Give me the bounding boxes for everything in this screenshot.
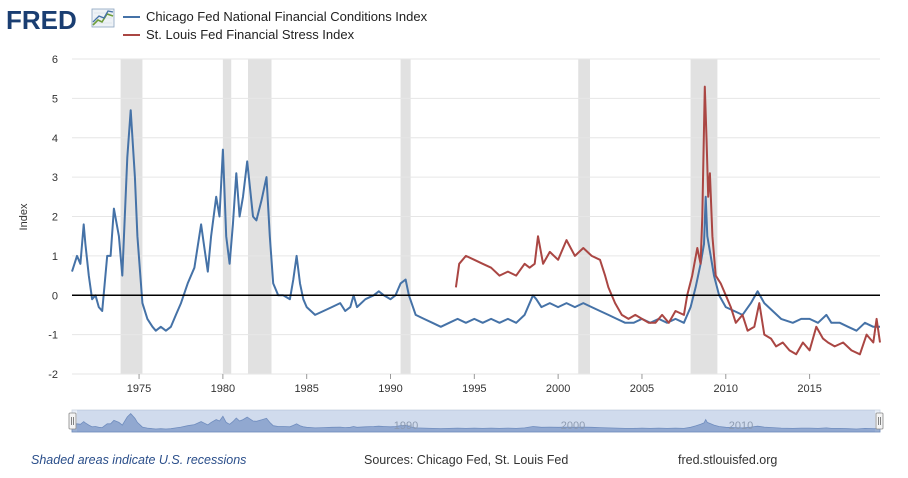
navigator-tick-2010: 2010 <box>729 420 753 432</box>
navigator-tick-1990: 1990 <box>394 420 418 432</box>
fred-logo-text: FRED <box>6 5 77 35</box>
y-tick-label-0: 0 <box>52 290 58 302</box>
y-tick-label-4: 4 <box>52 133 58 145</box>
gridlines <box>72 58 880 375</box>
y-tick-label-2: 2 <box>52 212 58 224</box>
series-lines <box>71 85 881 356</box>
legend-label-cfnfci: Chicago Fed National Financial Condition… <box>146 9 428 24</box>
x-tick-label-2005: 2005 <box>630 383 654 395</box>
y-axis-ticks: -2 -1 0 1 2 3 4 5 6 <box>48 54 58 381</box>
x-tick-label-2010: 2010 <box>714 383 738 395</box>
x-tick-label-1975: 1975 <box>127 383 151 395</box>
legend: Chicago Fed National Financial Condition… <box>123 9 428 42</box>
legend-label-stlfsi: St. Louis Fed Financial Stress Index <box>146 27 355 42</box>
y-axis-label: Index <box>18 203 30 230</box>
x-axis-ticks: 1975 1980 1985 1990 1995 2000 2005 2010 2015 <box>127 374 822 395</box>
x-tick-label-2015: 2015 <box>797 383 821 395</box>
recession-note: Shaded areas indicate U.S. recessions <box>31 453 246 467</box>
navigator-series-area <box>71 413 881 433</box>
range-navigator[interactable]: 1980 1990 2000 2010 <box>68 409 884 433</box>
y-tick-label--2: -2 <box>48 369 58 381</box>
navigator-selection[interactable] <box>77 410 875 432</box>
legend-item-cfnfci[interactable]: Chicago Fed National Financial Condition… <box>123 9 428 24</box>
fred-chart-icon <box>91 8 115 28</box>
legend-item-stlfsi[interactable]: St. Louis Fed Financial Stress Index <box>123 27 355 42</box>
y-tick-label-6: 6 <box>52 54 58 66</box>
x-tick-label-1980: 1980 <box>211 383 235 395</box>
x-tick-label-1990: 1990 <box>378 383 402 395</box>
x-tick-label-1985: 1985 <box>294 383 318 395</box>
series-line-cfnfci[interactable] <box>71 109 880 332</box>
x-tick-label-1995: 1995 <box>462 383 486 395</box>
navigator-minichart <box>71 413 881 433</box>
y-tick-label-3: 3 <box>52 172 58 184</box>
x-tick-label-2000: 2000 <box>546 383 570 395</box>
plot-area: -2 -1 0 1 2 3 4 5 6 1975 1980 1985 1990 1995 2000 2005… <box>48 54 881 395</box>
y-tick-label--1: -1 <box>48 330 58 342</box>
fred-logo[interactable]: FRED <box>6 5 115 35</box>
sources-text: Sources: Chicago Fed, St. Louis Fed <box>364 453 568 467</box>
series-line-stlfsi[interactable] <box>454 85 881 356</box>
y-tick-label-5: 5 <box>52 93 58 105</box>
site-link[interactable]: fred.stlouisfed.org <box>678 453 777 467</box>
navigator-tick-2000: 2000 <box>561 420 585 432</box>
y-tick-label-1: 1 <box>52 251 58 263</box>
navigator-handle-left[interactable] <box>68 412 77 430</box>
navigator-handle-right[interactable] <box>875 412 884 430</box>
